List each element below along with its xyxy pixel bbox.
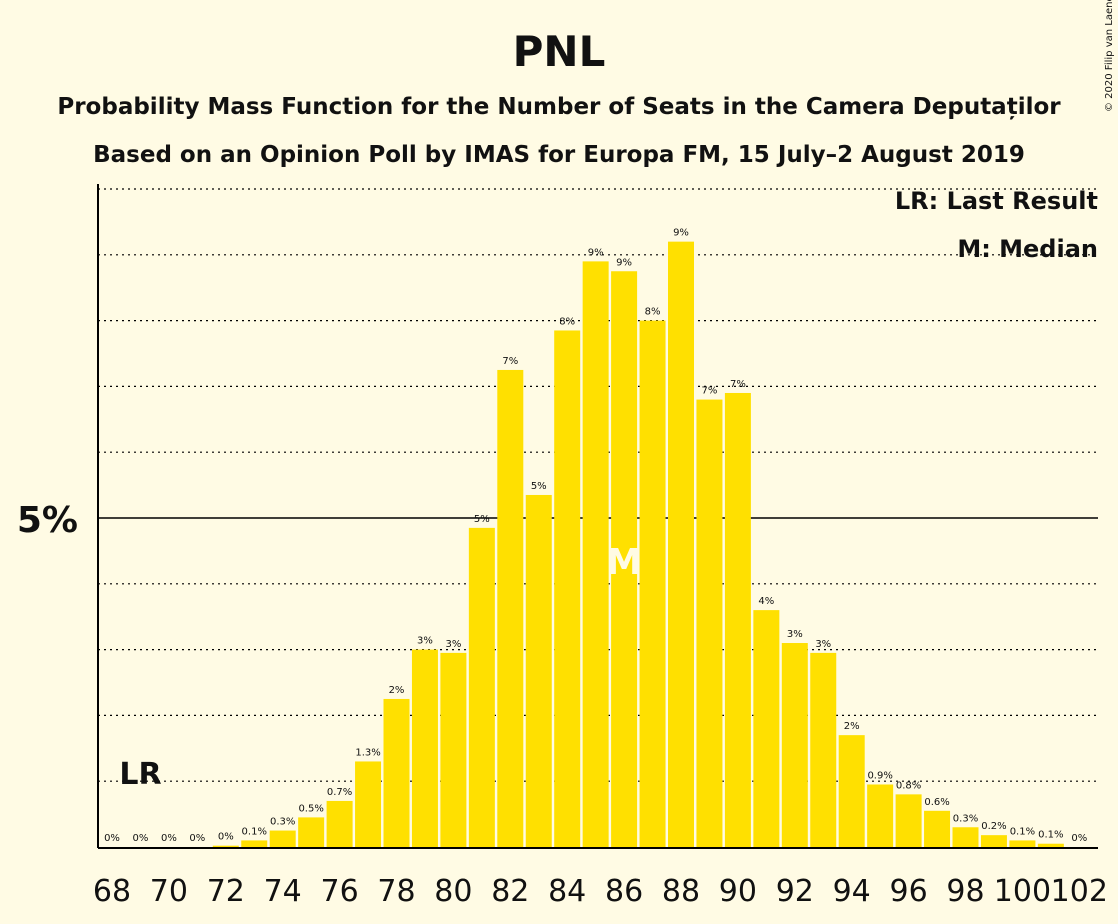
chart-subtitle-1: Probability Mass Function for the Number… <box>57 94 1061 120</box>
median-marker: M <box>606 542 642 583</box>
bar <box>781 643 808 847</box>
bar <box>468 527 495 847</box>
bar <box>326 800 353 847</box>
x-tick-label: 94 <box>833 874 871 909</box>
x-tick-label: 74 <box>264 874 302 909</box>
bar-data-label: 4% <box>758 596 774 607</box>
bar <box>668 241 694 847</box>
bar-data-label: 0.1% <box>242 826 267 837</box>
x-tick-label: 92 <box>776 874 814 909</box>
bar-data-label: 0% <box>161 833 177 844</box>
bar-data-label: 0.3% <box>953 813 978 824</box>
bar <box>1037 843 1064 847</box>
bar-data-label: 7% <box>502 356 518 367</box>
bar-data-label: 0.5% <box>298 803 323 814</box>
bar <box>269 830 296 847</box>
bars <box>212 241 1064 848</box>
bar-data-label: 5% <box>531 481 547 492</box>
bar-data-label: 9% <box>588 247 604 258</box>
x-tick-label: 80 <box>434 874 472 909</box>
bar <box>497 369 524 847</box>
bar <box>696 399 723 847</box>
x-tick-label: 96 <box>890 874 928 909</box>
bar-data-label: 0% <box>1071 833 1087 844</box>
bar-data-label: 0.8% <box>896 780 921 791</box>
bar-data-label: 5% <box>474 514 490 525</box>
bar <box>1009 840 1036 847</box>
bar-data-label: 0.3% <box>270 817 295 828</box>
bar <box>554 330 581 848</box>
bar-data-label: 3% <box>787 629 803 640</box>
bar-data-label: 9% <box>616 257 632 268</box>
bar-data-label: 8% <box>645 307 661 318</box>
bar <box>753 610 780 847</box>
x-tick-label: 84 <box>548 874 586 909</box>
x-tick-label: 86 <box>605 874 643 909</box>
bar-data-label: 2% <box>389 685 405 696</box>
bar-data-label: 0.2% <box>981 821 1006 832</box>
axes: 68 70 72 74 76 78 80 82 84 86 88 90 92 94 96 98 100 102 <box>93 184 1108 909</box>
bar <box>411 649 438 847</box>
bar <box>241 840 268 847</box>
x-tick-label: 70 <box>150 874 188 909</box>
bar <box>355 761 382 847</box>
bar <box>952 827 979 847</box>
bar-data-label: 7% <box>702 386 718 397</box>
bar-labels: 0% 0% 0% 0% 0% 0.1%0.3%0.5%0.7%1.3%2%3% 3%5%7%… <box>104 228 1087 844</box>
x-tick-label: 102 <box>1051 874 1108 909</box>
bar-data-label: 1.3% <box>355 747 380 758</box>
bar-data-label: 3% <box>815 639 831 650</box>
bar-data-label: 0.9% <box>867 770 892 781</box>
bar <box>212 845 239 847</box>
bar <box>867 784 894 847</box>
bar <box>639 320 666 848</box>
bar-data-label: 9% <box>673 228 689 239</box>
chart-title: PNL <box>513 27 606 76</box>
bar-data-label: 3% <box>445 639 461 650</box>
bar-data-label: 3% <box>417 636 433 647</box>
bar <box>980 835 1007 847</box>
x-tick-label: 68 <box>93 874 131 909</box>
bar <box>838 735 865 847</box>
x-tick-label: 90 <box>719 874 757 909</box>
x-tick-label: 78 <box>377 874 415 909</box>
bar <box>298 817 325 847</box>
bar <box>724 392 751 847</box>
bar-data-label: 0.7% <box>327 787 352 798</box>
bar-data-label: 0% <box>133 833 149 844</box>
chart-subtitle-2: Based on an Opinion Poll by IMAS for Eur… <box>93 142 1025 168</box>
bar <box>895 794 922 847</box>
legend-last-result: LR: Last Result <box>895 187 1098 215</box>
last-result-marker: LR <box>119 757 161 792</box>
bar <box>440 652 467 847</box>
x-tick-label: 98 <box>946 874 984 909</box>
bar-data-label: 0.1% <box>1038 830 1063 841</box>
bar <box>611 271 638 847</box>
bar <box>582 261 609 847</box>
bar <box>525 494 552 847</box>
bar <box>924 810 951 847</box>
x-tick-label: 82 <box>491 874 529 909</box>
bar-data-label: 8% <box>559 316 575 327</box>
bar-data-label: 0% <box>218 832 234 843</box>
bar-data-label: 7% <box>730 379 746 390</box>
y-tick-label: 5% <box>17 500 78 541</box>
x-tick-label: 76 <box>321 874 359 909</box>
bar <box>810 652 837 847</box>
x-tick-label: 100 <box>994 874 1051 909</box>
legend-median: M: Median <box>957 235 1098 263</box>
x-tick-label: 88 <box>662 874 700 909</box>
x-tick-label: 72 <box>207 874 245 909</box>
bar-data-label: 0.6% <box>924 797 949 808</box>
bar <box>383 698 410 847</box>
bar-data-label: 0% <box>104 833 120 844</box>
bar-data-label: 0.1% <box>1010 826 1035 837</box>
bar-data-label: 2% <box>844 721 860 732</box>
copyright-text: © 2020 Filip van Laenen <box>1104 0 1115 112</box>
bar-data-label: 0% <box>189 833 205 844</box>
